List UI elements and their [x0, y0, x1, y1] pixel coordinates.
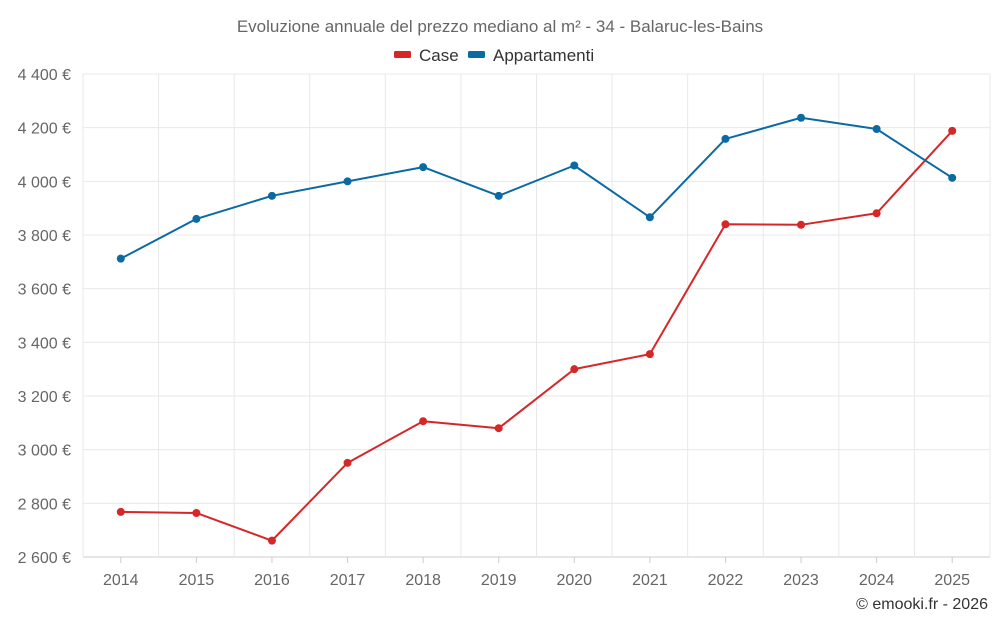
y-tick-label: 3 000 €: [18, 443, 71, 460]
data-point-appartamenti[interactable]: [419, 163, 428, 172]
data-point-case[interactable]: [872, 209, 881, 218]
data-point-case[interactable]: [192, 508, 201, 517]
data-point-case[interactable]: [494, 424, 503, 433]
data-point-appartamenti[interactable]: [645, 213, 654, 222]
x-tick-label: 2018: [405, 572, 441, 589]
x-tick-label: 2024: [859, 572, 895, 589]
x-tick-label: 2014: [103, 572, 139, 589]
y-tick-label: 3 800 €: [18, 228, 71, 245]
y-tick-label: 4 000 €: [18, 174, 71, 191]
data-point-appartamenti[interactable]: [116, 254, 125, 263]
x-tick-label: 2023: [783, 572, 819, 589]
x-tick-label: 2020: [556, 572, 592, 589]
data-point-case[interactable]: [116, 507, 125, 516]
series-group: [116, 113, 957, 545]
data-point-appartamenti[interactable]: [948, 173, 957, 182]
legend-label-case: Case: [419, 46, 459, 65]
data-point-appartamenti[interactable]: [343, 177, 352, 186]
x-tick-label: 2022: [708, 572, 744, 589]
data-point-case[interactable]: [797, 220, 806, 229]
y-tick-label: 4 200 €: [18, 121, 71, 138]
x-tick-label: 2015: [179, 572, 215, 589]
data-point-case[interactable]: [645, 350, 654, 359]
series-line-appartamenti: [120, 116, 953, 260]
data-point-case[interactable]: [419, 417, 428, 426]
legend-item-appartamenti[interactable]: Appartamenti: [468, 46, 594, 65]
data-point-case[interactable]: [948, 126, 957, 135]
x-tick-label: 2017: [330, 572, 366, 589]
y-tick-label: 3 600 €: [18, 282, 71, 299]
x-tick-label: 2025: [934, 572, 970, 589]
legend-swatch-appartamenti: [468, 51, 485, 58]
y-tick-label: 3 400 €: [18, 335, 71, 352]
legend-swatch-case: [394, 51, 411, 58]
data-point-appartamenti[interactable]: [494, 191, 503, 200]
chart-title: Evoluzione annuale del prezzo mediano al…: [237, 17, 763, 36]
legend[interactable]: Case Appartamenti: [394, 46, 594, 65]
credit-text: © emooki.fr - 2026: [856, 596, 988, 613]
data-point-appartamenti[interactable]: [872, 125, 881, 134]
series-appartamenti: [116, 113, 957, 263]
y-tick-label: 2 800 €: [18, 496, 71, 513]
data-point-appartamenti[interactable]: [797, 113, 806, 122]
y-axis: 2 600 € 2 800 € 3 000 € 3 200 € 3 400 € 3 600…: [18, 67, 71, 567]
x-axis: 2014 2015 2016 2017 2018 2019 2020 2021 2022 2023…: [103, 557, 970, 589]
grid: [82, 73, 991, 558]
data-point-appartamenti[interactable]: [721, 134, 730, 143]
x-tick-label: 2021: [632, 572, 668, 589]
y-tick-label: 3 200 €: [18, 389, 71, 406]
data-point-case[interactable]: [570, 365, 579, 374]
y-tick-label: 4 400 €: [18, 67, 71, 84]
legend-item-case[interactable]: Case: [394, 46, 459, 65]
x-tick-label: 2016: [254, 572, 290, 589]
data-point-appartamenti[interactable]: [267, 191, 276, 200]
data-point-case[interactable]: [343, 458, 352, 467]
data-point-case[interactable]: [721, 220, 730, 229]
data-point-appartamenti[interactable]: [570, 161, 579, 170]
x-tick-label: 2019: [481, 572, 517, 589]
data-point-appartamenti[interactable]: [192, 214, 201, 223]
series-line-case: [120, 130, 953, 542]
series-case: [116, 126, 957, 545]
y-tick-label: 2 600 €: [18, 550, 71, 567]
data-point-case[interactable]: [267, 536, 276, 545]
legend-label-appartamenti: Appartamenti: [493, 46, 594, 65]
